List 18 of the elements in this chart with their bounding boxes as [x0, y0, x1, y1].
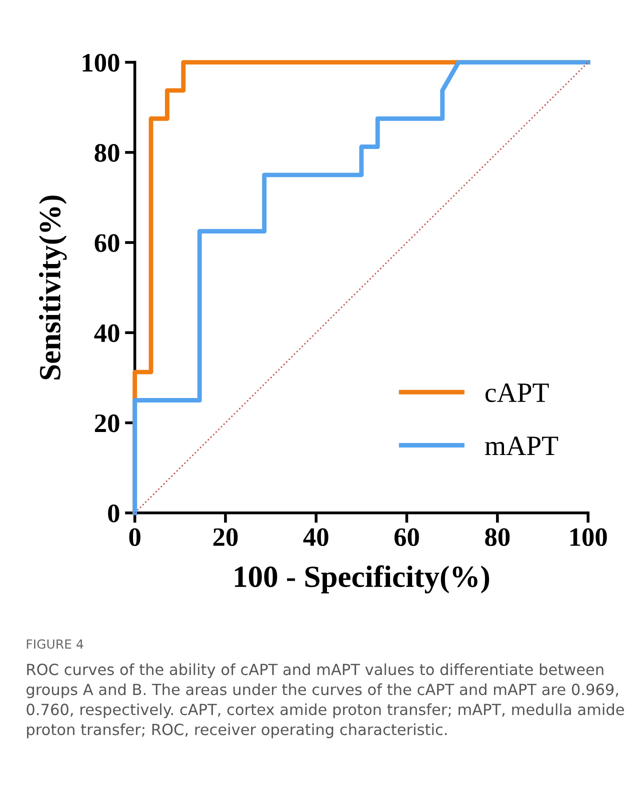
y-tick-label: 20 — [94, 414, 120, 432]
y-tick-label: 100 — [82, 54, 120, 72]
y-axis-title: Sensitivity(%) — [38, 196, 67, 380]
x-tick-label: 100 — [570, 528, 607, 546]
x-tick-label: 60 — [394, 528, 419, 546]
x-tick-label: 20 — [213, 528, 238, 546]
legend-label: cAPT — [486, 383, 549, 402]
x-tick-label: 0 — [129, 528, 140, 546]
y-tick-label: 80 — [94, 144, 120, 162]
y-tick-label: 60 — [94, 234, 120, 252]
caption: FIGURE 4 — [26, 639, 84, 649]
legend-label: mAPT — [485, 436, 558, 455]
text: ROC curves of the ability of cAPT and mAPT values to differentiate between groups A and B. The areas under the curves of the cAPT and mAPT are 0.969, 0.760, respectively. cAPT, cortex amide proton transfer; mAPT, medulla amide proton transfer; ROC, receiver operating characteristic. — [26, 663, 624, 738]
x-tick-label: 40 — [303, 528, 328, 546]
y-tick-label: 0 — [108, 504, 120, 522]
y-tick-label: 40 — [94, 324, 120, 342]
x-tick-label: 80 — [485, 528, 510, 546]
x-axis-title: 100 - Specificity(%) — [234, 565, 490, 594]
